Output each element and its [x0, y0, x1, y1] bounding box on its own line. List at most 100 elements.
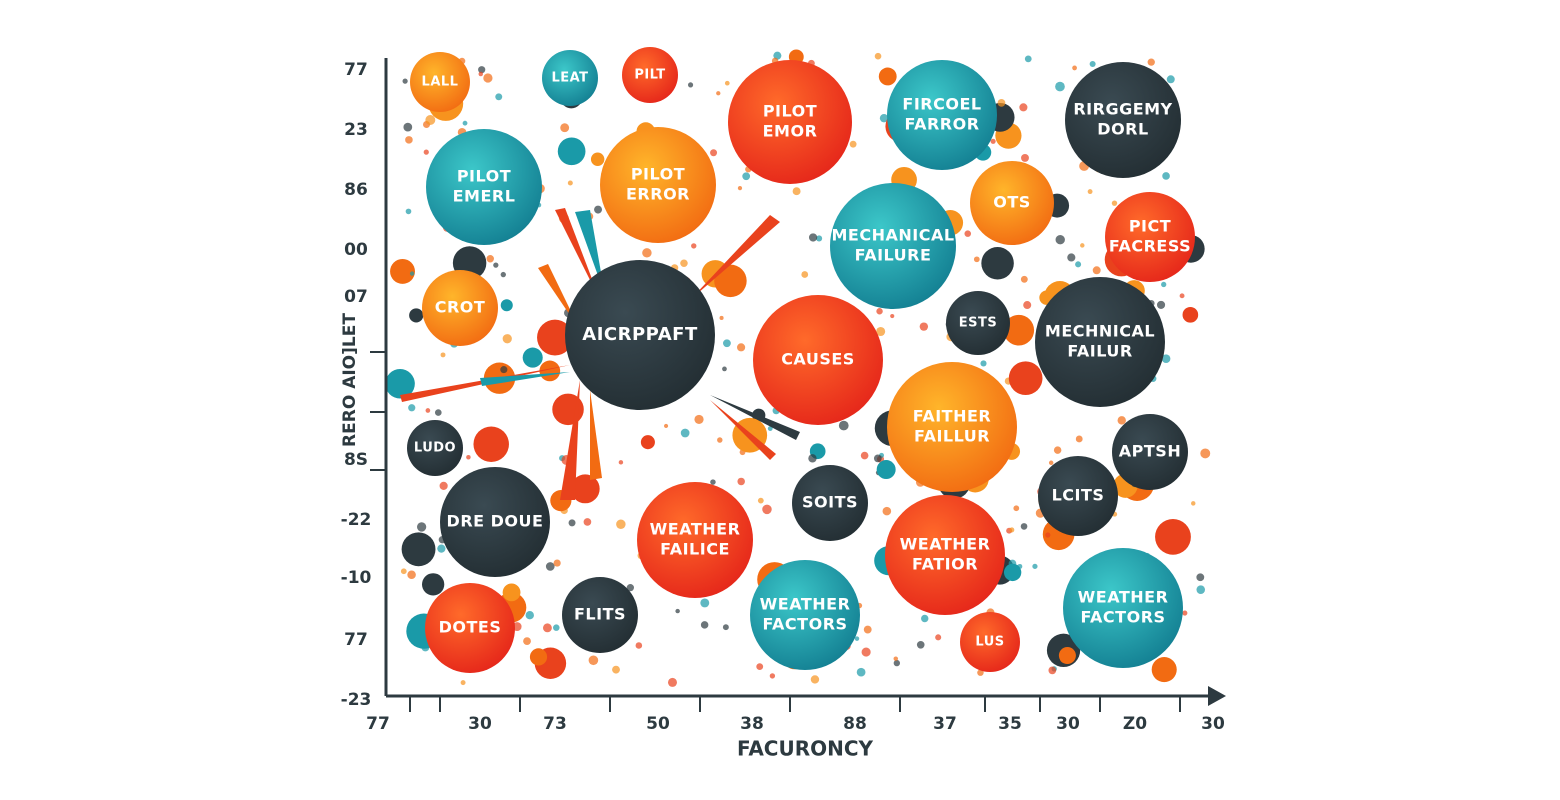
bubble-label: RIRGGEMY — [1073, 100, 1172, 119]
bubble-label: LUDO — [414, 441, 456, 456]
bubble — [946, 291, 1010, 355]
bubble-label: DRE DOUE — [447, 512, 544, 531]
decor-dot — [767, 426, 773, 431]
x-tick-label: 77 — [366, 714, 390, 734]
bubble-label: FAILURE — [855, 246, 932, 265]
bubble — [542, 50, 598, 106]
y-tick-label: 77 — [344, 60, 368, 80]
decor-dot — [568, 519, 576, 527]
y-tick-label: 07 — [344, 287, 368, 307]
decor-dot — [542, 623, 552, 633]
bubble — [440, 467, 550, 577]
bubble — [407, 420, 463, 476]
bubble — [1035, 277, 1165, 407]
decor-dot — [440, 352, 446, 358]
decor-dot — [537, 319, 573, 356]
bubble-label: PILT — [634, 68, 665, 83]
decor-dot — [1020, 523, 1028, 530]
decor-dot — [860, 451, 869, 460]
bubble-label: CROT — [435, 298, 486, 317]
decor-dot — [769, 673, 776, 679]
decor-dot — [400, 568, 407, 575]
bubble-label: LUS — [975, 635, 1004, 650]
decor-dot — [714, 264, 747, 298]
decor-dot — [1166, 75, 1175, 84]
decor-dot — [675, 608, 680, 614]
decor-dot — [808, 233, 818, 242]
bubble-label: WEATHER — [1078, 588, 1169, 607]
decor-dot — [1045, 532, 1051, 538]
decor-dot — [425, 408, 431, 413]
decor-dot — [757, 497, 764, 504]
decor-dot — [539, 360, 561, 382]
decor-dot — [553, 624, 560, 631]
decor-dot — [1055, 81, 1065, 92]
decor-dot — [876, 308, 883, 315]
x-tick-label: 30 — [468, 714, 492, 734]
decor-dot — [700, 598, 710, 608]
decor-dot — [1058, 646, 1076, 664]
decor-dot — [422, 573, 445, 596]
decor-dot — [710, 479, 716, 485]
y-tick-label: 00 — [344, 240, 368, 260]
decor-dot — [402, 78, 408, 84]
decor-dot — [667, 677, 678, 687]
decor-dot — [810, 675, 820, 684]
decor-dot — [973, 256, 980, 263]
x-axis-title: FACURONCY — [737, 737, 874, 761]
decor-dot — [403, 122, 413, 132]
decor-dot — [1003, 314, 1035, 346]
bubble — [750, 560, 860, 670]
bubble-label: FACTORS — [1080, 608, 1165, 627]
decor-dot — [1032, 563, 1038, 569]
decor-dot — [1008, 361, 1043, 396]
decor-dot — [616, 519, 626, 529]
decor-dot — [560, 123, 570, 133]
decor-dot — [663, 423, 669, 429]
bubble-label: FACTORS — [762, 615, 847, 634]
decor-dot — [409, 308, 424, 323]
decor-dot — [1147, 58, 1155, 66]
decor-dot — [1072, 65, 1077, 71]
decor-dot — [700, 621, 709, 629]
decor-dot — [997, 98, 1006, 107]
bubble-label: FAILICE — [660, 540, 730, 559]
decor-dot — [1179, 293, 1185, 299]
decor-dot — [553, 559, 561, 567]
bubble-label: FAILLUR — [914, 427, 990, 446]
bubble — [565, 260, 715, 410]
decor-dot — [1048, 666, 1057, 675]
bubble-label: SOITS — [802, 493, 858, 512]
decor-dot — [680, 428, 690, 438]
bubble-label: LEAT — [551, 71, 588, 86]
bubble-label: FIRCOEL — [902, 95, 981, 114]
decor-dot — [618, 460, 624, 465]
decor-dot — [935, 634, 942, 641]
decor-dot — [1155, 518, 1191, 555]
bubble — [410, 52, 470, 112]
decor-dot — [500, 271, 506, 278]
bubble — [885, 495, 1005, 615]
decor-dot — [724, 80, 730, 86]
bubble-label: LCITS — [1052, 486, 1105, 505]
x-axis-arrow — [1208, 686, 1226, 706]
bubble — [637, 482, 753, 598]
decor-dot — [1009, 527, 1015, 533]
x-tick-label: 50 — [646, 714, 670, 734]
bubble-label: FLITS — [574, 605, 626, 624]
decor-dot — [1020, 275, 1028, 283]
decor-dot — [893, 656, 899, 661]
bubble-label: WEATHER — [650, 520, 741, 539]
bubble-label: MECHNICAL — [1045, 322, 1155, 341]
decor-dot — [1161, 281, 1167, 288]
decor-dot — [522, 347, 543, 368]
decor-dot — [861, 647, 871, 657]
decor-dot — [919, 322, 929, 331]
decor-dot — [642, 248, 652, 258]
decor-dot — [1196, 573, 1205, 582]
decor-dot — [722, 366, 727, 372]
decor-dot — [882, 506, 892, 516]
bubble — [753, 295, 883, 425]
x-tick-label: 30 — [1201, 714, 1225, 734]
decor-dot — [1055, 235, 1065, 245]
